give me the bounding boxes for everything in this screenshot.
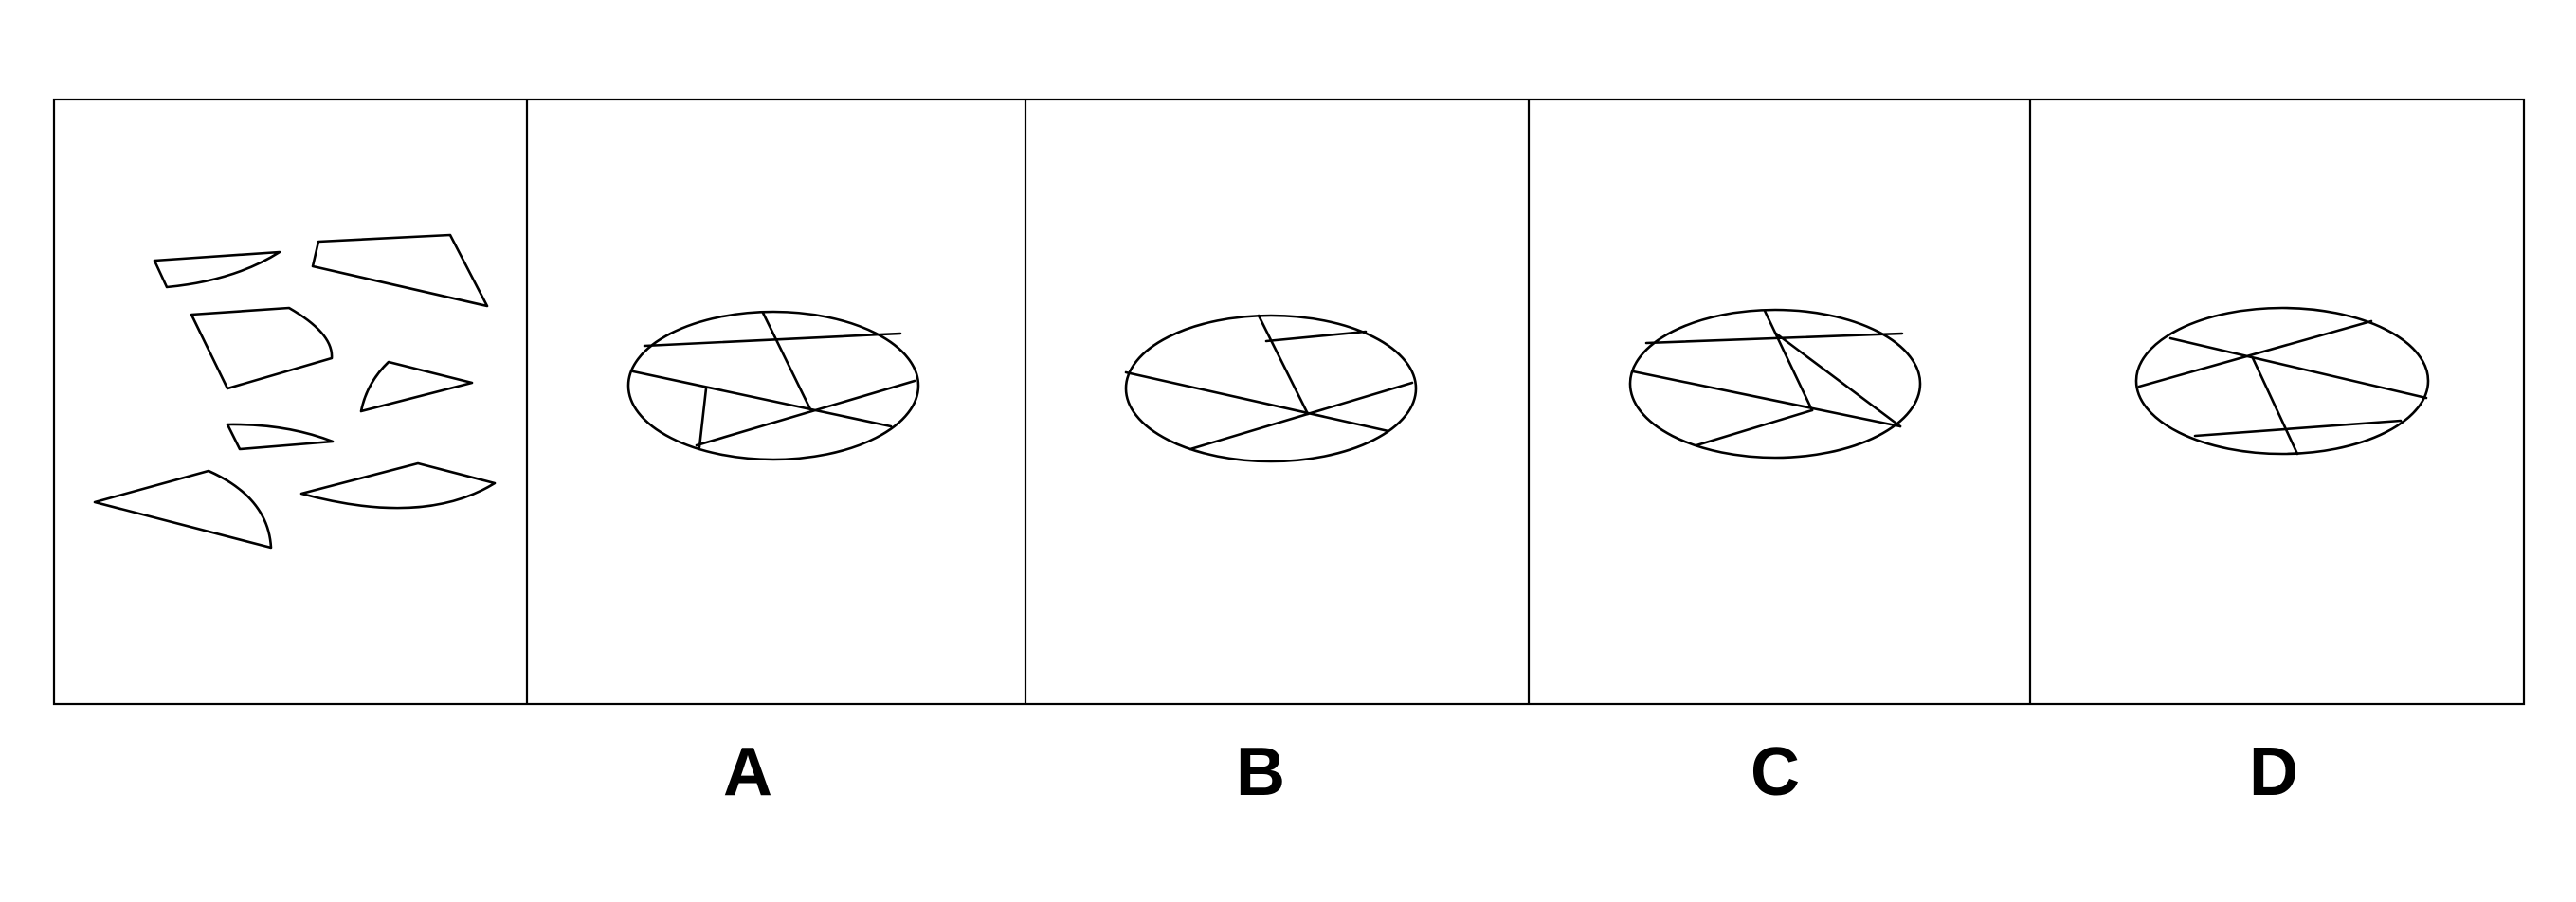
outer-frame [52, 98, 2526, 706]
piece-4 [359, 360, 474, 413]
option-d-label[interactable]: D [2249, 734, 2298, 810]
option-c-chord-1 [1644, 332, 1904, 345]
option-b-chord-1 [1124, 370, 1390, 433]
option-a-figure [626, 310, 920, 461]
option-a-chord-2 [631, 370, 893, 428]
question-panel [93, 233, 497, 550]
option-c-figure [1628, 308, 1922, 460]
option-b-chord-4 [1264, 330, 1368, 343]
option-d-chord-4 [2193, 419, 2403, 438]
option-d-figure [2134, 306, 2430, 456]
option-c-label[interactable]: C [1751, 734, 1800, 810]
option-b-label[interactable]: B [1236, 734, 1285, 810]
option-d-ellipse [2134, 306, 2430, 456]
option-a-label[interactable]: A [723, 734, 772, 810]
option-d-chord-2 [2168, 336, 2428, 400]
option-a-chord-1 [643, 332, 902, 348]
option-c-chord-3 [1695, 408, 1814, 447]
option-c-chord-5 [1774, 332, 1902, 428]
piece-6 [93, 469, 273, 550]
option-a-chord-5 [698, 387, 708, 449]
piece-7 [299, 461, 497, 510]
option-d-chord-1 [2137, 319, 2373, 388]
option-b-chord-2 [1188, 381, 1414, 451]
option-b-chord-3 [1257, 314, 1310, 416]
piece-5 [226, 423, 335, 451]
option-a-chord-3 [695, 379, 916, 447]
option-c-chord-2 [1631, 370, 1902, 428]
option-c-chord-4 [1763, 309, 1814, 412]
piece-2 [311, 233, 489, 308]
piece-1 [153, 250, 281, 289]
option-a-chord-4 [761, 311, 812, 411]
option-b-ellipse [1124, 314, 1418, 463]
option-c-ellipse [1628, 308, 1922, 460]
option-a-ellipse [626, 310, 920, 461]
option-d-chord-3 [2251, 356, 2299, 456]
option-b-figure [1124, 314, 1418, 463]
piece-3 [190, 306, 334, 390]
